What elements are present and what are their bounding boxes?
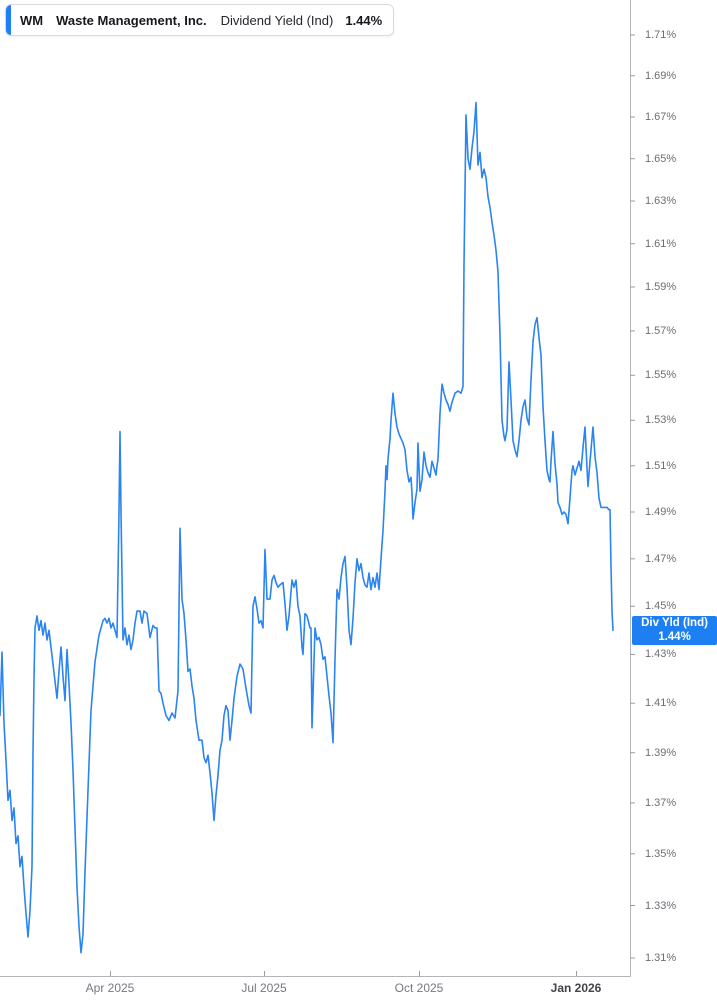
- x-axis-ticks: [110, 971, 577, 976]
- x-tick-label: Oct 2025: [394, 981, 444, 995]
- y-tick-label: 1.65%: [645, 152, 677, 165]
- metric-name: Dividend Yield (Ind): [220, 12, 334, 28]
- y-tick-label: 1.61%: [645, 237, 677, 250]
- ticker-symbol: WM: [20, 12, 44, 28]
- y-tick-label: 1.67%: [645, 111, 677, 123]
- y-tick-label: 1.55%: [645, 369, 677, 382]
- y-tick-label: 1.49%: [645, 506, 677, 518]
- y-tick-label: 1.71%: [645, 29, 677, 41]
- y-axis-ticks: [630, 34, 635, 959]
- metric-current-value: 1.44%: [345, 12, 383, 28]
- y-tick-label: 1.31%: [645, 952, 677, 964]
- current-value-flag-series: Div Yld (Ind): [641, 617, 708, 630]
- y-tick-label: 1.63%: [645, 195, 677, 207]
- current-value-flag: Div Yld (Ind) 1.44%: [632, 615, 717, 645]
- y-tick-label: 1.51%: [645, 459, 677, 472]
- y-tick-label: 1.45%: [645, 600, 677, 613]
- legend-accent-bar: [6, 5, 11, 35]
- y-tick-label: 1.33%: [645, 899, 677, 912]
- y-tick-label: 1.35%: [645, 847, 677, 860]
- y-tick-label: 1.43%: [645, 648, 677, 661]
- dividend-yield-series-line[interactable]: [0, 101, 614, 954]
- x-tick-label: Jan 2026: [550, 981, 602, 995]
- series-legend-chip[interactable]: WM Waste Management, Inc. Dividend Yield…: [5, 4, 395, 36]
- y-tick-label: 1.69%: [645, 69, 677, 82]
- company-name: Waste Management, Inc.: [56, 12, 207, 28]
- y-tick-label: 1.41%: [645, 697, 677, 710]
- y-tick-label: 1.47%: [645, 552, 677, 565]
- current-value-flag-value: 1.44%: [658, 631, 691, 644]
- y-tick-label: 1.39%: [645, 746, 677, 759]
- y-tick-label: 1.59%: [645, 281, 677, 293]
- x-tick-label: Jul 2025: [241, 981, 287, 995]
- y-tick-label: 1.57%: [645, 324, 677, 337]
- x-tick-label: Apr 2025: [85, 981, 135, 995]
- y-tick-label: 1.37%: [645, 796, 677, 809]
- y-tick-label: 1.53%: [645, 414, 677, 427]
